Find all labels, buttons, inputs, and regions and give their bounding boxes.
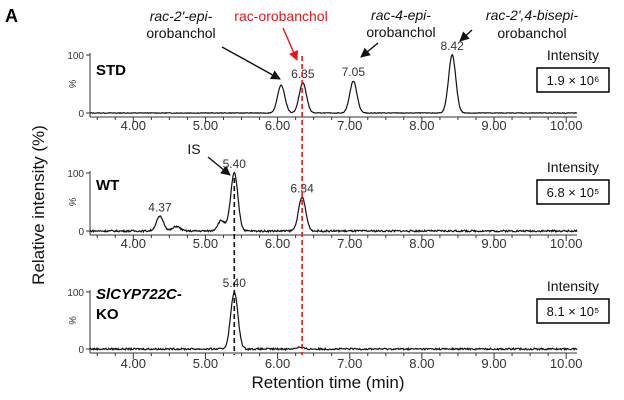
annotation-label-line1: rac-4-epi- [371,7,431,23]
arrow-rac-4-epi-orobanchol [360,42,379,58]
x-tick-label: 5.00 [193,356,218,371]
panel-2: 4.00 5.00 6.00 7.00 8.00 9.00 10.00 0 100% 4.37 5.… [67,157,610,251]
y-tick-label: 0 [78,345,84,356]
x-tick-label: 6.00 [265,118,290,133]
arrow-rac-2-epi-orobanchol [221,46,281,80]
y-axis-percent: % [68,79,79,88]
x-tick-label: 6.00 [265,356,290,371]
x-tick-label: 9.00 [481,356,506,371]
panel-letter: A [5,6,18,26]
chromatogram-panels: 4.00 5.00 6.00 7.00 8.00 9.00 10.00 0 100% 6.35 7.… [67,39,610,371]
x-tick-label: 4.00 [121,118,146,133]
intensity-title: Intensity [547,278,599,294]
chromatogram-trace [89,289,578,352]
x-tick-label: 8.00 [409,236,434,251]
intensity-value: 6.8 × 10⁵ [547,185,600,200]
x-tick-label: 5.00 [193,118,218,133]
y-axis-percent: % [68,197,79,206]
peak-label: 8.42 [441,39,465,53]
x-tick-label: 7.00 [337,356,362,371]
arrow-rac-2-4-bisepi-orobanchol [459,29,473,42]
x-tick-label: 8.00 [409,356,434,371]
x-tick-label: 6.00 [265,236,290,251]
y-tick-label: 100 [67,288,84,299]
sample-label: SlCYP722C- [96,286,182,303]
peak-label: 4.37 [148,201,172,215]
peak-label: 7.05 [342,65,366,79]
x-tick-label: 9.00 [481,118,506,133]
peak-label: 5.40 [223,157,247,171]
x-tick-label: 8.00 [409,118,434,133]
x-tick-label: 4.00 [121,356,146,371]
annotation-label-line1: rac-2',4-bisepi- [486,7,578,23]
y-axis-percent: % [68,316,79,325]
sample-label: WT [96,177,119,194]
annotation-label-line2: orobanchol [146,25,215,41]
y-tick-label: 0 [78,227,84,238]
annotation-label-line1: rac-orobanchol [234,8,327,24]
y-tick-label: 0 [78,109,84,120]
y-tick-label: 100 [67,169,84,180]
is-label: IS [187,141,200,157]
annotation-label-line1: rac-2'-epi- [150,8,213,24]
x-tick-label: 9.00 [481,236,506,251]
intensity-value: 1.9 × 10⁶ [547,73,600,88]
sample-label: STD [96,62,126,79]
intensity-box [536,179,610,205]
x-tick-label: 7.00 [337,236,362,251]
chromatogram-trace [89,171,578,234]
chromatogram-trace [89,53,578,115]
annotation-rac-4-epi-orobanchol: rac-4-epi- orobanchol [366,7,435,40]
intensity-title: Intensity [547,47,599,63]
intensity-box [536,67,610,93]
intensity-value: 8.1 × 10⁵ [547,304,600,319]
y-axis-title: Relative intensity (%) [29,125,48,285]
panel-1: 4.00 5.00 6.00 7.00 8.00 9.00 10.00 0 100% 6.35 7.… [67,39,610,133]
x-tick-label: 10.00 [550,236,583,251]
x-tick-label: 4.00 [121,236,146,251]
annotation-overlay [207,27,473,355]
x-tick-label: 5.00 [193,236,218,251]
annotation-label-line2: orobanchol [366,24,435,40]
annotation-rac-2-4-bisepi-orobanchol: rac-2',4-bisepi- orobanchol [486,7,578,41]
arrow-is [207,156,231,176]
y-tick-label: 100 [67,51,84,62]
x-tick-label: 10.00 [550,356,583,371]
x-axis-title: Retention time (min) [251,373,404,392]
x-tick-label: 7.00 [337,118,362,133]
x-tick-label: 10.00 [550,118,583,133]
intensity-box [536,298,610,324]
sample-label-line2: KO [96,306,119,323]
annotation-label-line2: orobanchol [497,25,566,41]
annotation-rac-orobanchol: rac-orobanchol [234,8,327,24]
intensity-title: Intensity [547,159,599,175]
annotation-rac-2-epi-orobanchol: rac-2'-epi- orobanchol [146,8,215,41]
panel-3: 4.00 5.00 6.00 7.00 8.00 9.00 10.000100%5.40Sl… [67,276,610,371]
arrow-rac-orobanchol [282,27,298,61]
peak-label: 6.35 [291,67,315,81]
